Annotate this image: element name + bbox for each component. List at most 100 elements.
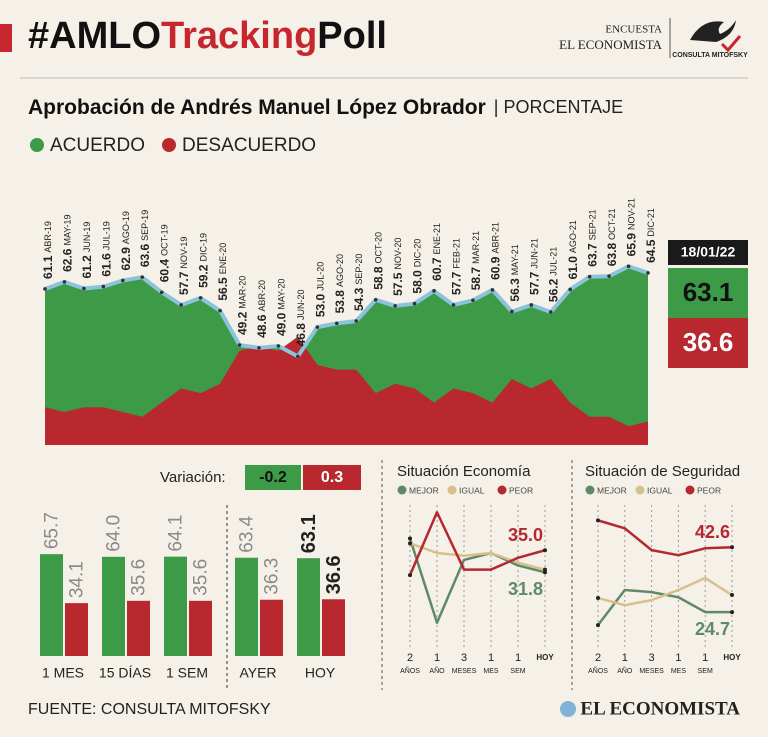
point (315, 325, 320, 329)
value-label: 62.6 (61, 248, 75, 272)
point (529, 303, 534, 307)
trend-line (44, 264, 649, 359)
point-label: 53.0 JUL-20 (313, 262, 327, 317)
bar (164, 556, 187, 656)
point (82, 286, 86, 291)
x-tick-label: SEM (698, 668, 713, 675)
x-tick-label: 1 (675, 652, 681, 664)
variation-label: Variación: (160, 469, 226, 486)
end-point (596, 623, 600, 628)
category-label: MAY-21 (510, 244, 520, 275)
latest-approve: 63.1 (683, 277, 734, 307)
value-label: 49.2 (236, 311, 250, 335)
x-tick-label: 1 (515, 652, 521, 664)
category-label: SEP-19 (141, 210, 151, 241)
bar-label: 64.0 (104, 515, 125, 552)
bar-label: 35.6 (191, 559, 212, 596)
bar-label: 34.1 (67, 561, 88, 598)
point-label: 57.5 NOV-20 (391, 238, 405, 296)
point-label: 48.6 ABR-20 (255, 280, 269, 338)
point (432, 289, 436, 293)
category-label: JUN-21 (530, 238, 540, 269)
point-label: 61.6 JUL-19 (100, 221, 114, 276)
end-point (730, 610, 734, 615)
legend-swatch (585, 485, 595, 495)
category-label: NOV-21 (627, 198, 637, 230)
point-label: 61.0 AGO-21 (566, 220, 580, 279)
point (62, 280, 67, 284)
category-label: JUL-20 (316, 262, 326, 291)
value-label: 61.2 (80, 255, 94, 279)
x-tick-label: HOY (305, 665, 336, 681)
logo-partner: CONSULTA MITOFSKY (672, 52, 748, 59)
point (179, 303, 183, 307)
bar (127, 600, 150, 656)
point (140, 275, 145, 279)
value-label: 49.0 (275, 312, 289, 336)
latest-date: 18/01/22 (681, 244, 736, 260)
point (373, 298, 378, 302)
legend-label: ACUERDO (50, 135, 145, 156)
logo-check (720, 35, 742, 53)
point (121, 278, 125, 283)
bar-label: 36.3 (262, 558, 283, 595)
area (45, 336, 648, 445)
point-label: 58.8 OCT-20 (372, 232, 386, 290)
header-accent (0, 24, 12, 52)
point (490, 288, 495, 292)
variation-disapprove: 0.3 (321, 469, 343, 486)
x-tick-label: 2 (595, 652, 601, 664)
point-label: 65.9 NOV-21 (625, 198, 639, 256)
end-point (408, 541, 412, 546)
point-label: 60.7 ENE-21 (430, 223, 444, 281)
category-label: NOV-20 (394, 238, 404, 270)
end-point (730, 545, 734, 550)
point (548, 310, 553, 314)
point (159, 290, 164, 295)
series-line (408, 511, 546, 576)
end-label: 35.0 (508, 525, 543, 545)
value-label: 61.1 (41, 255, 55, 279)
point (334, 321, 339, 326)
end-point (543, 548, 547, 553)
x-tick-label: SEM (510, 668, 525, 675)
x-tick-label: AÑOS (400, 666, 420, 675)
x-tick-label: HOY (723, 653, 741, 662)
category-label: ENE-21 (432, 223, 442, 255)
category-label: OCT-21 (607, 208, 617, 240)
value-label: 60.4 (158, 259, 172, 283)
series-line (408, 538, 546, 624)
value-label: 63.8 (605, 243, 619, 267)
date-box (668, 240, 748, 265)
value-label: 63.6 (138, 243, 152, 267)
category-label: SEP-20 (355, 254, 365, 285)
category-label: JUL-19 (102, 221, 112, 250)
value-label: 57.7 (450, 271, 464, 295)
point-label: 62.9 AGO-19 (119, 211, 133, 270)
legend-label: PEOR (509, 485, 533, 495)
value-label: 56.3 (508, 278, 522, 302)
value-label: 56.5 (216, 277, 230, 301)
x-tick-label: MESES (452, 668, 477, 675)
category-label: FEB-21 (452, 238, 462, 269)
category-label: DIC-21 (646, 208, 656, 237)
point-label: 49.2 MAR-20 (236, 276, 250, 335)
point-label: 58.0 DIC-20 (411, 239, 425, 294)
category-label: AGO-19 (121, 211, 131, 244)
x-tick-label: AYER (239, 665, 276, 681)
category-label: MAR-21 (471, 231, 481, 264)
point-label: 63.8 OCT-21 (605, 208, 619, 266)
x-tick-label: MES (483, 668, 499, 675)
value-label: 46.8 (294, 323, 308, 347)
point-label: 63.7 SEP-21 (586, 209, 600, 266)
point (43, 287, 47, 291)
point-label: 56.3 MAY-21 (508, 244, 522, 301)
point (626, 264, 631, 269)
series-line (597, 576, 733, 607)
legend-label: IGUAL (459, 485, 485, 495)
bar (65, 603, 88, 656)
x-tick-label: AÑO (617, 666, 633, 675)
value-label: 54.3 (352, 287, 366, 311)
point (646, 271, 650, 275)
end-label: 31.8 (508, 579, 543, 599)
